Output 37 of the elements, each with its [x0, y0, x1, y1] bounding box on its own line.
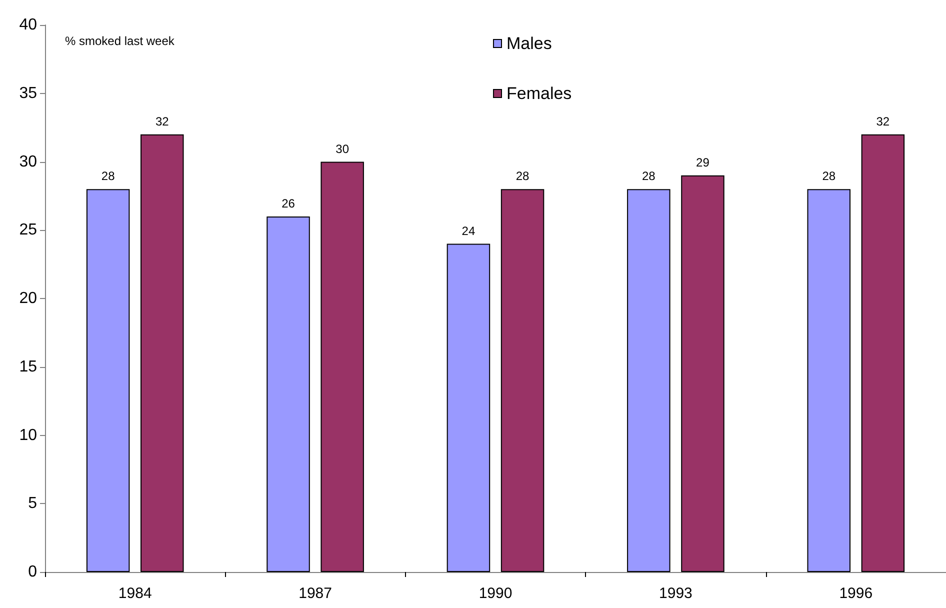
y-tick-label: 15 — [19, 358, 38, 376]
y-tick-label: 5 — [28, 495, 38, 512]
x-tick-label: 1990 — [478, 585, 512, 602]
bar — [500, 189, 544, 572]
data-label: 26 — [282, 196, 296, 210]
y-tick-label: 20 — [19, 290, 38, 307]
bar — [320, 162, 364, 572]
data-label: 32 — [876, 114, 890, 128]
bar — [86, 189, 130, 572]
bar — [446, 244, 490, 572]
data-label: 29 — [696, 155, 710, 170]
data-label: 28 — [642, 169, 656, 184]
bar — [627, 189, 670, 572]
y-tick-label: 10 — [19, 426, 38, 444]
y-tick-label: 40 — [19, 16, 38, 34]
data-label: 24 — [462, 224, 476, 238]
data-label: 28 — [516, 169, 530, 184]
y-tick-label: 0 — [28, 564, 38, 580]
data-label: 32 — [155, 114, 170, 128]
legend-label: Females — [506, 84, 572, 103]
bar — [266, 216, 310, 572]
data-label: 28 — [101, 169, 116, 184]
x-tick-label: 1993 — [659, 585, 692, 602]
bar — [681, 175, 724, 572]
data-label: 30 — [336, 142, 350, 156]
bar — [807, 189, 850, 572]
legend-label: Males — [506, 34, 552, 53]
data-label: 28 — [822, 169, 836, 184]
y-tick-label: 35 — [19, 84, 38, 102]
y-tick-label: 25 — [19, 222, 38, 239]
bar — [861, 134, 905, 572]
x-tick-label: 1996 — [839, 585, 873, 602]
y-tick-label: 30 — [19, 153, 38, 170]
x-tick-label: 1987 — [298, 585, 332, 602]
x-tick-label: 1984 — [118, 585, 152, 602]
bar — [140, 134, 184, 572]
y-axis-title: % smoked last week — [65, 34, 176, 48]
